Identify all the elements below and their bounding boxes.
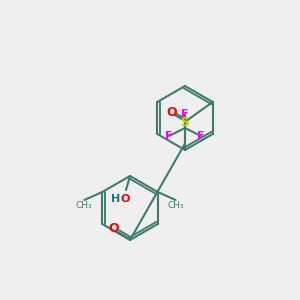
Text: CH₃: CH₃ [167,200,184,209]
Text: F: F [197,131,205,141]
Text: F: F [165,131,173,141]
Text: CH₃: CH₃ [76,200,93,209]
Text: O: O [109,221,119,235]
Text: F: F [181,109,189,119]
Text: S: S [180,116,189,128]
Text: O: O [167,106,177,118]
Text: O: O [120,194,130,204]
Text: H: H [111,194,121,204]
